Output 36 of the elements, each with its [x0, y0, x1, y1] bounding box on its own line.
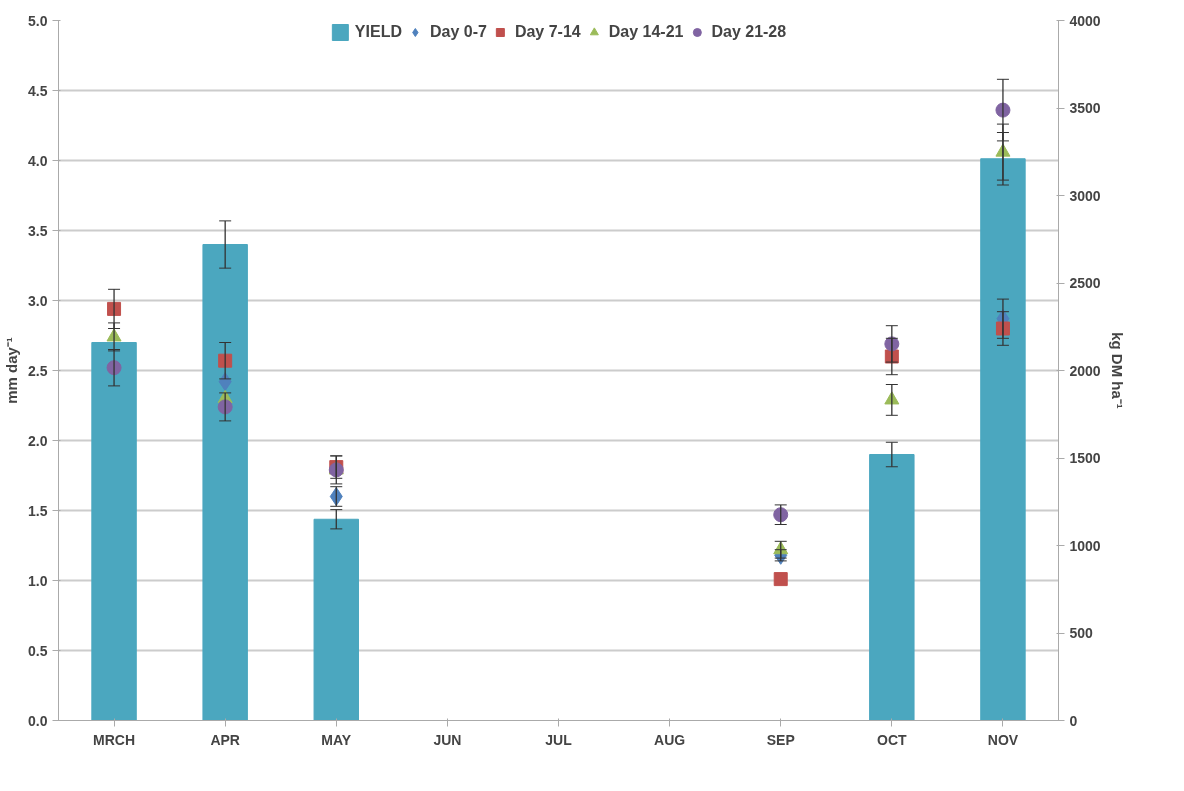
y2-tick-label: 1000 — [1069, 537, 1101, 554]
y-tick-label: 0.0 — [28, 712, 48, 729]
x-tick-label: OCT — [877, 731, 908, 748]
legend-label: YIELD — [354, 23, 402, 41]
y-tick-label: 4.0 — [28, 152, 48, 169]
y2-axis-title: kg DM ha⁻¹ — [1108, 332, 1126, 409]
y2-tick-label: 1500 — [1069, 450, 1101, 466]
y-tick-label: 2.0 — [28, 432, 48, 449]
y-tick-label: 5.0 — [28, 12, 48, 29]
y2-tick-label: 4000 — [1069, 12, 1101, 29]
y-tick-label: 3.0 — [28, 292, 48, 309]
y2-tick-label: 3000 — [1069, 187, 1101, 204]
legend-label: Day 0-7 — [429, 23, 487, 41]
y-axis-title: mm day⁻¹ — [3, 337, 21, 404]
y-tick-label: 1.0 — [28, 572, 48, 589]
x-tick-label: JUN — [433, 731, 462, 748]
y-tick-label: 3.5 — [28, 222, 48, 239]
x-tick-label: SEP — [766, 731, 795, 748]
y2-tick-label: 3500 — [1069, 100, 1101, 116]
y-tick-label: 0.5 — [28, 642, 48, 659]
legend-label: Day 21-28 — [711, 23, 787, 41]
legend-label: Day 14-21 — [608, 23, 684, 41]
y2-tick-label: 2500 — [1069, 275, 1101, 291]
y-tick-label: 2.5 — [28, 362, 48, 379]
y-tick-label: 4.5 — [28, 82, 48, 99]
x-tick-label: JUL — [545, 731, 573, 748]
x-tick-label: MAY — [321, 731, 352, 748]
x-tick-label: MRCH — [93, 731, 136, 748]
y2-tick-label: 500 — [1069, 625, 1094, 641]
x-tick-label: AUG — [654, 731, 686, 748]
y2-tick-label: 0 — [1069, 712, 1078, 729]
x-tick-label: NOV — [987, 731, 1019, 748]
y2-tick-label: 2000 — [1069, 362, 1101, 379]
x-tick-label: APR — [210, 731, 240, 748]
legend-label: Day 7-14 — [514, 23, 581, 41]
y-tick-label: 1.5 — [28, 502, 48, 519]
